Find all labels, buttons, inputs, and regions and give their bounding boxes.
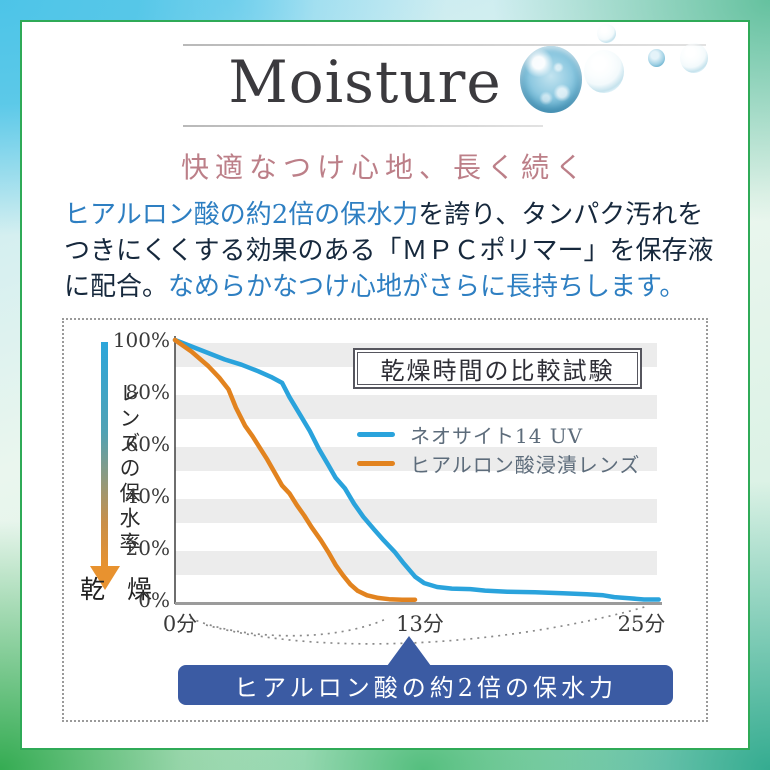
- legend-label: ヒアルロン酸浸漬レンズ: [410, 453, 641, 477]
- x-tick-label: 13分: [396, 612, 444, 636]
- title-rule-top: [183, 44, 706, 46]
- series-line-1: [172, 337, 418, 602]
- y-tick-label: 80%: [125, 380, 170, 404]
- grid-stripes: [175, 343, 657, 575]
- body-line-2: つきにくくする効果のある「ＭＰＣポリマー」を保存液: [64, 233, 714, 269]
- span-arc-short: [189, 617, 387, 637]
- body-text: つきにくくする効果のある「ＭＰＣポリマー」を保存液: [64, 236, 714, 266]
- body-text: に配合。: [64, 272, 169, 302]
- title-rule-bottom: [183, 125, 543, 127]
- y-tick-label: 0%: [138, 588, 170, 612]
- body-copy: ヒアルロン酸の約2倍の保水力を誇り、タンパク汚れを つきにくくする効果のある「Ｍ…: [64, 197, 714, 305]
- x-tick-label: 0分: [162, 612, 198, 636]
- water-bubble-icon: [597, 24, 616, 43]
- chart-plot: [172, 336, 662, 666]
- y-tick-label: 60%: [125, 432, 170, 456]
- body-text: を誇り、タンパク汚れを: [418, 200, 704, 230]
- legend-swatch-icon: [357, 461, 395, 466]
- body-highlight: ヒアルロン酸の約2倍の保水力: [64, 200, 419, 230]
- chart-title-box: 乾燥時間の比較試験: [353, 348, 642, 389]
- moisture-arrow-shaft: [101, 342, 108, 568]
- span-arc-long: [205, 605, 649, 645]
- water-bubble-icon: [648, 49, 665, 67]
- y-tick-label: 20%: [125, 536, 170, 560]
- moisture-arrow-head-icon: [90, 566, 120, 590]
- body-highlight: なめらかなつけ心地がさらに長持ちします。: [168, 272, 686, 302]
- y-tick-label: 100%: [112, 328, 170, 352]
- headline: 快適なつけ心地、長く続く: [180, 151, 589, 184]
- y-axis-label: レンズの保水率: [117, 382, 141, 557]
- legend-row: ヒアルロン酸浸漬レンズ: [357, 449, 640, 478]
- chart-title: 乾燥時間の比較試験: [357, 352, 638, 385]
- page-title: Moisture: [228, 48, 502, 116]
- legend-row: ネオサイト14 UV: [357, 420, 640, 449]
- water-bubble-icon: [584, 50, 624, 93]
- legend-label: ネオサイト14 UV: [410, 424, 584, 448]
- body-line-3: に配合。なめらかなつけ心地がさらに長持ちします。: [64, 269, 714, 305]
- water-drop-icon: [520, 46, 582, 113]
- legend-swatch-icon: [357, 432, 395, 437]
- y-tick-label: 40%: [125, 484, 170, 508]
- banner-pointer: [387, 636, 431, 666]
- highlight-banner: ヒアルロン酸の約2倍の保水力: [178, 665, 673, 705]
- water-bubble-icon: [680, 43, 708, 73]
- body-line-1: ヒアルロン酸の約2倍の保水力を誇り、タンパク汚れを: [64, 197, 714, 233]
- x-tick-label: 25分: [617, 612, 666, 636]
- dry-label: 乾 燥: [80, 575, 159, 604]
- chart-container: レンズの保水率 乾 燥 100% 80% 60% 40% 20% 0% 0分 13分 25分 …: [62, 318, 708, 722]
- chart-legend: ネオサイト14 UV ヒアルロン酸浸漬レンズ: [357, 420, 640, 478]
- series-line-0: [172, 337, 661, 602]
